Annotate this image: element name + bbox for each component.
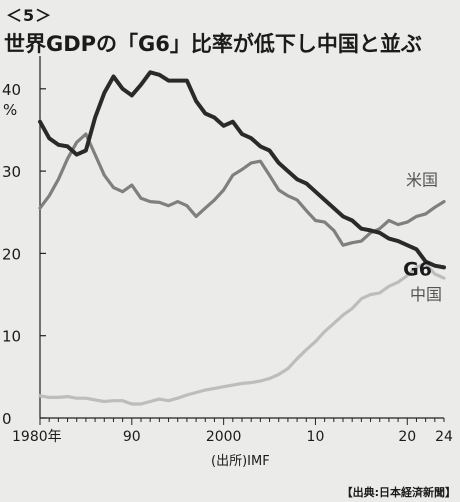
x-tick-label: 2000 (206, 429, 242, 445)
y-tick-label: 40 (2, 81, 21, 99)
series-line-us (38, 132, 446, 247)
series-label-us: 米国 (406, 171, 438, 190)
y-tick-label: 30 (2, 163, 21, 181)
series-lines (38, 70, 446, 406)
x-tick-label: 90 (123, 429, 141, 445)
series-line-g6 (38, 70, 446, 270)
series-label-g6: G6 (403, 258, 432, 280)
chart-title: 世界GDPの「G6」比率が低下し中国と並ぶ (4, 32, 422, 56)
y-tick-label: 20 (2, 245, 21, 263)
series-label-china: 中国 (410, 285, 442, 304)
chart-axes (39, 56, 445, 425)
x-tick-label: 24 (435, 429, 453, 445)
y-tick-label: 0 (2, 410, 12, 428)
x-tick-label: 1980年 (12, 429, 62, 445)
figure-number: ＜5＞ (6, 6, 53, 25)
series-line-china (38, 261, 446, 406)
y-axis-unit-label: % (3, 101, 17, 119)
source-note: (出所)IMF (211, 454, 270, 469)
x-tick-label: 10 (307, 429, 325, 445)
y-tick-label: 10 (2, 328, 21, 346)
x-tick-label: 20 (398, 429, 416, 445)
credit-note: 【出典:日本経済新聞】 (341, 486, 456, 499)
